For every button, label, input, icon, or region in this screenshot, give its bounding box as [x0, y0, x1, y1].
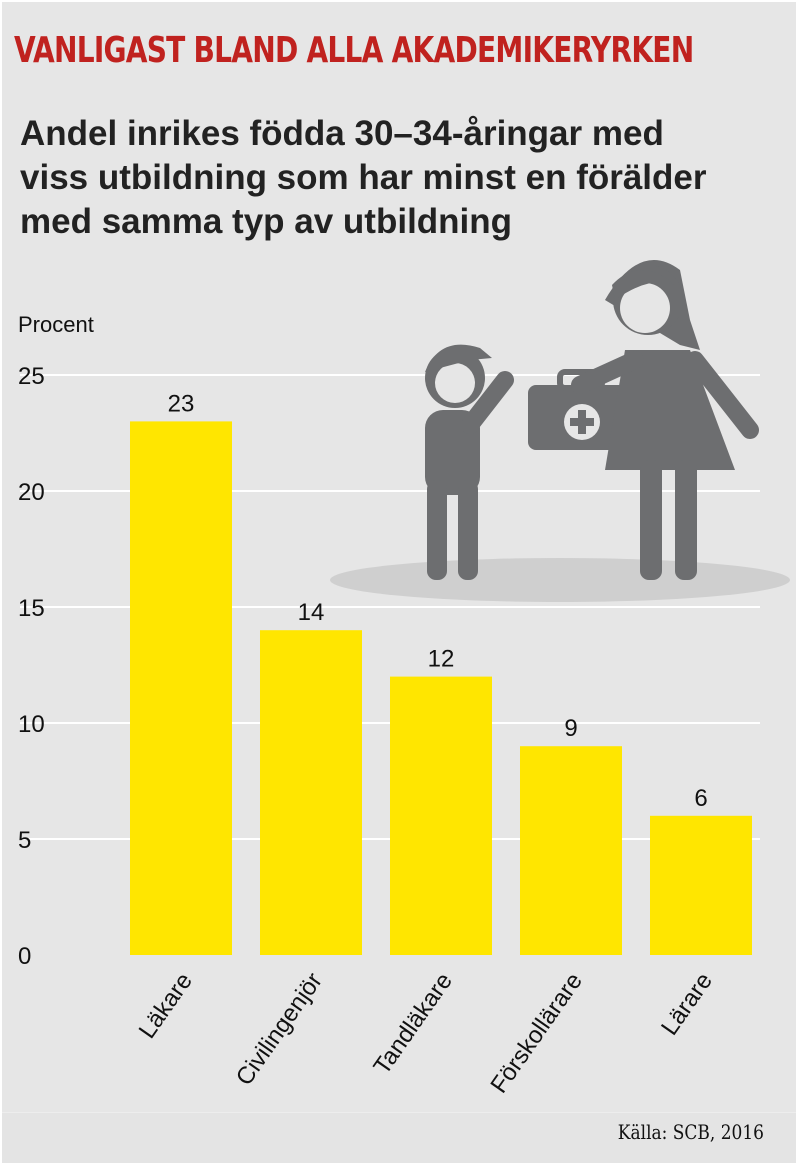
x-tick-label: Lärare — [656, 968, 718, 1040]
x-tick-label: Förskollärare — [485, 968, 587, 1098]
bar — [520, 746, 622, 955]
data-label: 6 — [694, 785, 707, 812]
y-tick-label: 10 — [18, 711, 45, 738]
chart-subtitle: Andel inrikes födda 30–34-åringar med vi… — [20, 112, 800, 244]
x-tick-label: Tandläkare — [368, 968, 457, 1080]
shadow — [330, 558, 790, 602]
data-label: 12 — [428, 646, 455, 673]
bar — [650, 815, 752, 955]
parent-dress — [605, 350, 735, 470]
headline: VANLIGAST BLAND ALLA AKADEMIKERYRKEN — [14, 30, 694, 71]
bar — [130, 421, 232, 955]
footer — [2, 1112, 796, 1163]
data-label: 23 — [168, 390, 195, 417]
source-note: Källa: SCB, 2016 — [617, 1120, 764, 1144]
bar — [390, 676, 492, 955]
subtitle-line: Andel inrikes födda 30–34-åringar med — [20, 114, 664, 153]
subtitle-line: med samma typ av utbildning — [20, 202, 513, 241]
y-tick-label: 15 — [18, 595, 45, 622]
y-axis-label: Procent — [18, 312, 94, 337]
data-label: 9 — [564, 715, 577, 742]
y-tick-label: 25 — [18, 363, 45, 390]
bar — [260, 630, 362, 955]
y-tick-label: 20 — [18, 479, 45, 506]
y-tick-label: 0 — [18, 943, 31, 970]
subtitle-line: viss utbildning som har minst en förälde… — [20, 158, 707, 197]
data-label: 14 — [298, 599, 325, 626]
x-tick-label: Civilingenjör — [231, 968, 328, 1091]
child-parent-medical-kit-illustration — [330, 260, 790, 602]
y-tick-label: 5 — [18, 827, 31, 854]
x-tick-label: Läkare — [134, 968, 198, 1044]
